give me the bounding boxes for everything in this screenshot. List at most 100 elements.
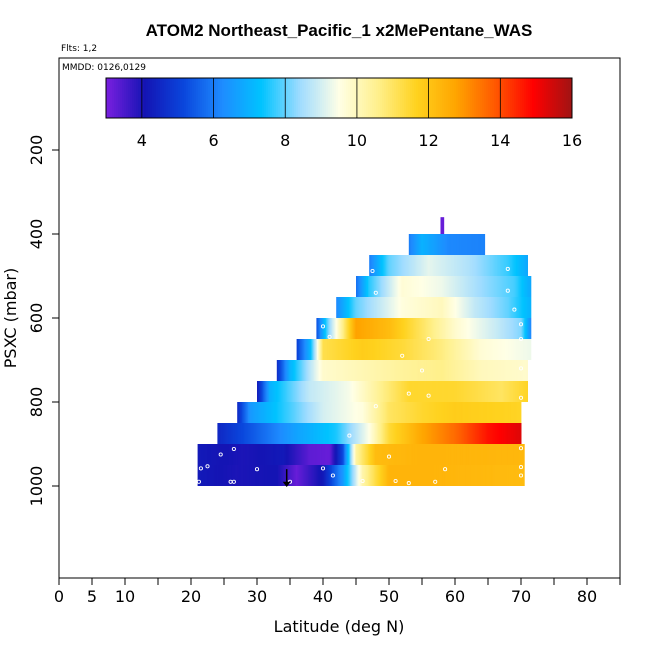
heatmap-cell xyxy=(438,339,440,360)
heatmap-cell xyxy=(431,318,434,339)
heatmap-cell xyxy=(413,234,416,255)
colorbar-cell xyxy=(374,78,377,118)
heatmap-cell xyxy=(376,276,378,297)
heatmap-cell xyxy=(222,423,224,444)
sample-point xyxy=(505,266,510,271)
heatmap-cell xyxy=(468,423,470,444)
heatmap-cell xyxy=(395,360,398,381)
heatmap-cell xyxy=(351,339,354,360)
colorbar-cell xyxy=(282,78,285,118)
heatmap-cell xyxy=(396,297,398,318)
heatmap-cell xyxy=(389,255,392,276)
heatmap-cell xyxy=(518,381,521,402)
heatmap-cell xyxy=(446,276,448,297)
heatmap-cell xyxy=(288,465,291,486)
heatmap-cell xyxy=(250,402,252,423)
heatmap-cell xyxy=(456,444,459,465)
heatmap-cell xyxy=(384,465,387,486)
heatmap-band xyxy=(257,381,528,402)
colorbar-cell xyxy=(420,78,423,118)
heatmap-cell xyxy=(328,444,330,465)
heatmap-cell xyxy=(416,276,418,297)
heatmap-cell xyxy=(416,465,418,486)
heatmap-cell xyxy=(493,381,495,402)
heatmap-cell xyxy=(309,465,311,486)
heatmap-cell xyxy=(363,465,365,486)
heatmap-cell xyxy=(336,381,338,402)
heatmap-cell xyxy=(515,444,518,465)
heatmap-cell xyxy=(395,444,398,465)
heatmap-cell xyxy=(438,381,440,402)
heatmap-cell xyxy=(256,402,258,423)
heatmap-cell xyxy=(359,465,362,486)
heatmap-cell xyxy=(356,381,359,402)
heatmap-cell xyxy=(413,465,416,486)
heatmap-cell xyxy=(240,423,242,444)
heatmap-cell xyxy=(344,381,347,402)
colorbar-cell xyxy=(540,78,543,118)
heatmap-cell xyxy=(234,465,237,486)
heatmap-cell xyxy=(408,465,411,486)
heatmap-cell xyxy=(405,423,408,444)
heatmap-cell xyxy=(322,360,324,381)
heatmap-cell xyxy=(364,276,366,297)
heatmap-cell xyxy=(506,276,508,297)
heatmap-cell xyxy=(505,339,507,360)
heatmap-cell xyxy=(440,255,442,276)
heatmap-cell xyxy=(287,402,290,423)
heatmap-band xyxy=(336,297,532,318)
heatmap-cell xyxy=(262,444,264,465)
heatmap-cell xyxy=(255,402,257,423)
heatmap-cell xyxy=(368,402,370,423)
heatmap-cell xyxy=(350,381,353,402)
heatmap-cell xyxy=(496,444,498,465)
heatmap-cell xyxy=(218,423,221,444)
heatmap-cell xyxy=(442,444,444,465)
heatmap-cell xyxy=(388,276,390,297)
heatmap-cell xyxy=(389,402,392,423)
heatmap-cell xyxy=(441,465,443,486)
heatmap-cell xyxy=(472,234,474,255)
heatmap-cell xyxy=(468,465,471,486)
heatmap-cell xyxy=(519,276,521,297)
heatmap-cell xyxy=(315,444,317,465)
heatmap-cell xyxy=(426,276,429,297)
heatmap-cell xyxy=(435,255,437,276)
heatmap-cell xyxy=(307,339,309,360)
heatmap-cell xyxy=(437,402,440,423)
colorbar-cell xyxy=(196,78,199,118)
heatmap-cell xyxy=(473,402,476,423)
heatmap-cell xyxy=(471,381,474,402)
heatmap-cell xyxy=(500,444,502,465)
heatmap-cell xyxy=(454,444,456,465)
x-tick-label: 10 xyxy=(115,587,135,606)
heatmap-cell xyxy=(398,360,400,381)
heatmap-cell xyxy=(302,402,304,423)
heatmap-cell xyxy=(393,318,395,339)
heatmap-cell xyxy=(497,255,500,276)
heatmap-cell xyxy=(278,444,280,465)
heatmap-cell xyxy=(308,402,310,423)
heatmap-cell xyxy=(347,339,349,360)
heatmap-cell xyxy=(444,339,446,360)
heatmap-cell xyxy=(513,444,515,465)
heatmap-cell xyxy=(434,297,437,318)
heatmap-cell xyxy=(271,381,273,402)
heatmap-cell xyxy=(509,318,512,339)
heatmap-cell xyxy=(417,276,419,297)
colorbar-cell xyxy=(436,78,439,118)
heatmap-cell xyxy=(386,276,388,297)
heatmap-cell xyxy=(274,465,276,486)
heatmap-cell xyxy=(347,444,350,465)
heatmap-cell xyxy=(458,276,460,297)
heatmap-cell xyxy=(413,339,415,360)
heatmap-cell xyxy=(344,402,346,423)
colorbar-cell xyxy=(230,78,233,118)
heatmap-cell xyxy=(266,402,268,423)
heatmap-cell xyxy=(357,402,359,423)
heatmap-cell xyxy=(329,360,332,381)
heatmap-cell xyxy=(441,234,443,255)
heatmap-cell xyxy=(314,423,317,444)
heatmap-cell xyxy=(312,423,314,444)
colorbar-cell xyxy=(532,78,535,118)
